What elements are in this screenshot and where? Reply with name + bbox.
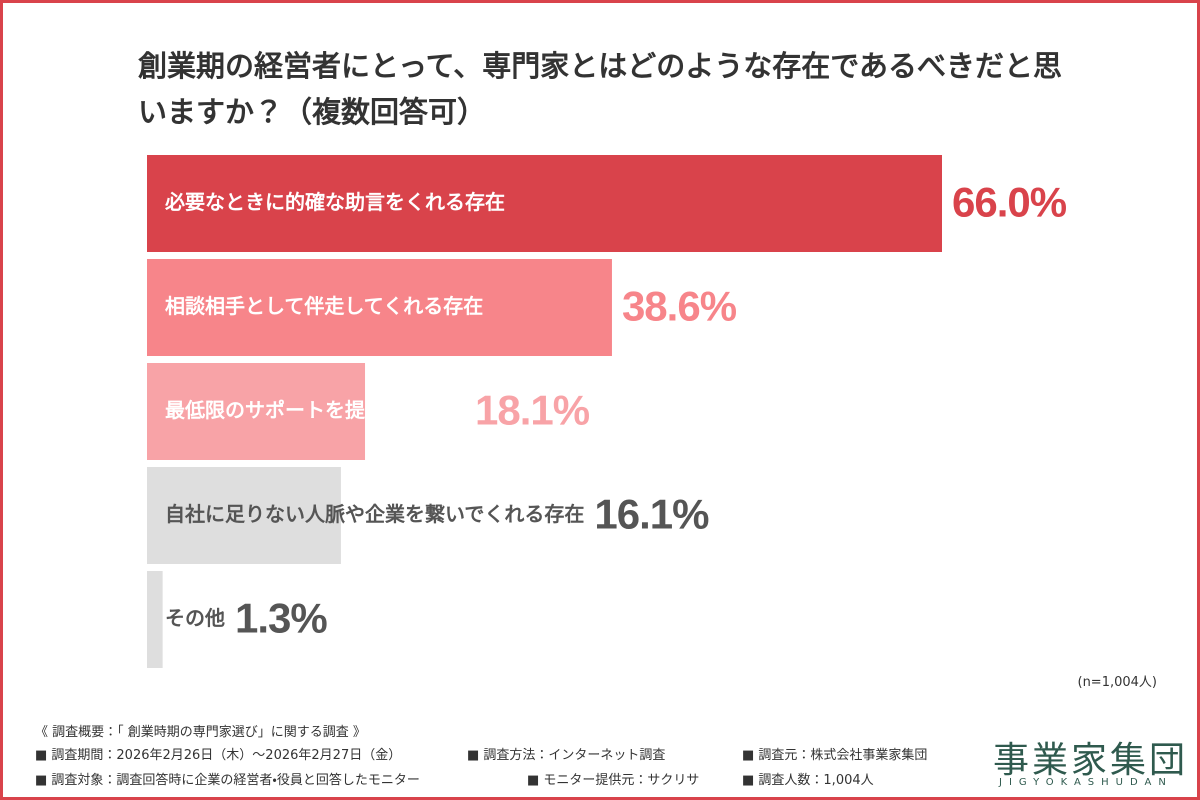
bar [147,467,341,564]
logo-romaji: JIGYOKASHUDAN [999,777,1173,788]
footer-item: ■ 調査対象：調査回答時に企業の経営者・役員と回答したモニター [35,773,420,788]
sample-note: (n=1,004人) [1077,675,1158,690]
category-label: 自社に足りない人脈や企業を繋いでくれる存在 [165,502,584,526]
bar [147,155,942,252]
category-label: 最低限のサポートを提供する存在 [165,398,465,422]
footer-item: ■ モニター提供元：サクリサ [527,773,700,788]
logo: 事業家集団 [993,740,1189,781]
footer-item: ■ 調査方法：インターネット調査 [467,748,666,763]
bar [147,571,163,668]
value-label: 18.1% [475,387,590,434]
bar [147,363,366,460]
category-label: 相談相手として伴走してくれる存在 [165,294,483,318]
footer-item: ■ 調査人数：1,004人 [742,773,874,788]
chart-title: 創業期の経営者にとって、専門家とはどのような存在であるべきだと思いますか？（複数… [138,49,1062,129]
category-label: 必要なときに的確な助言をくれる存在 [164,190,505,214]
value-label: 16.1% [594,491,709,538]
footer-heading: 《 調査概要：「 創業時期の専門家選び」に関する調査 》 [35,725,366,740]
chart: 必要なときに的確な助言をくれる存在 66.0% 相談相手として伴走してくれる存在 38… [147,155,1068,668]
value-label: 38.6% [622,283,737,330]
value-label: 1.3% [235,595,327,642]
value-label: 66.0% [952,179,1067,226]
category-label: その他 [165,606,225,630]
footer-item: ■ 調査元：株式会社事業家集団 [742,748,928,763]
bar [147,259,612,356]
footer-item: ■ 調査期間：2026年2月26日（木）～2026年2月27日（金） [35,748,402,763]
